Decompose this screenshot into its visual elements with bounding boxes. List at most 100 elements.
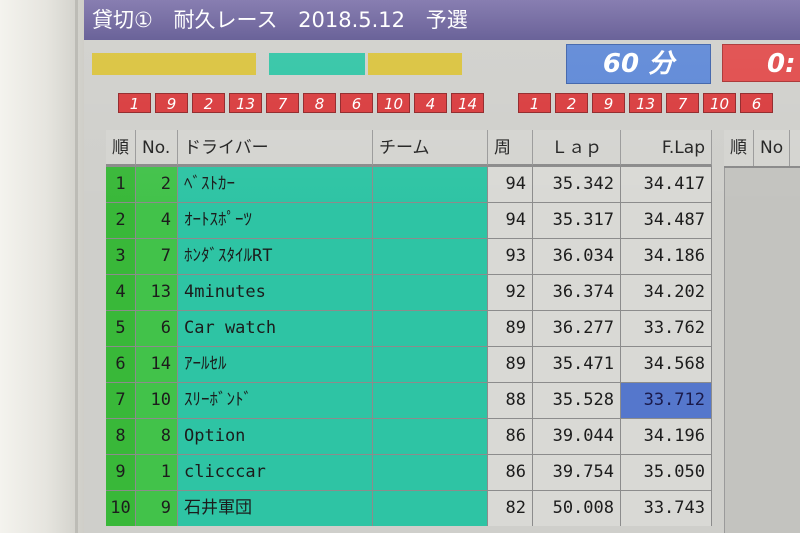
last-lap-cell: 35.471 — [533, 347, 621, 382]
timing-screen: 貸切① 耐久レース 2018.5.12 予選 60 分 0: 1 9 2 13 7 8 6 1… — [84, 0, 800, 533]
car-number-cell: 6 — [136, 311, 178, 346]
order-right-tile: 2 — [555, 93, 588, 113]
fastest-lap-cell: 34.417 — [621, 167, 712, 202]
title-date: 2018.5.12 — [298, 8, 406, 32]
last-lap-cell: 36.374 — [533, 275, 621, 310]
secondary-header-no: No — [754, 130, 791, 166]
last-lap-cell: 36.277 — [533, 311, 621, 346]
elapsed-timer: 0: — [722, 44, 800, 82]
position-cell: 3 — [106, 239, 136, 274]
order-left-tile: 7 — [266, 93, 299, 113]
header-fastest: F.Lap — [621, 130, 712, 166]
position-cell: 2 — [106, 203, 136, 238]
order-tiles-right: 1 2 9 13 7 10 6 — [518, 93, 773, 113]
position-cell: 9 — [106, 455, 136, 490]
fastest-lap-cell: 34.487 — [621, 203, 712, 238]
fastest-lap-cell: 33.743 — [621, 491, 712, 526]
driver-cell: clicccar — [178, 455, 373, 490]
table-body: 1 2 ﾍﾞｽﾄｶｰ 94 35.342 34.417 2 4 ｵｰﾄｽﾎﾟｰﾂ 94 35.317… — [106, 166, 712, 526]
last-lap-cell: 35.528 — [533, 383, 621, 418]
laps-cell: 89 — [488, 347, 533, 382]
driver-cell: Car watch — [178, 311, 373, 346]
fastest-lap-cell: 34.202 — [621, 275, 712, 310]
team-cell — [373, 275, 488, 310]
fastest-lap-cell: 35.050 — [621, 455, 712, 490]
driver-cell: Option — [178, 419, 373, 454]
laps-cell: 86 — [488, 455, 533, 490]
car-number-cell: 14 — [136, 347, 178, 382]
table-row: 7 10 ｽﾘｰﾎﾞﾝﾄﾞ 88 35.528 33.712 — [106, 382, 712, 418]
car-number-cell: 9 — [136, 491, 178, 526]
position-cell: 8 — [106, 419, 136, 454]
laps-cell: 94 — [488, 203, 533, 238]
table-row: 8 8 Option 86 39.044 34.196 — [106, 418, 712, 454]
header-pos: 順 — [106, 130, 136, 166]
table-row: 6 14 ｱｰﾙｾﾙ 89 35.471 34.568 — [106, 346, 712, 382]
laps-cell: 93 — [488, 239, 533, 274]
secondary-header: 順 No — [724, 130, 800, 168]
driver-cell: ﾎﾝﾀﾞｽﾀｲﾙRT — [178, 239, 373, 274]
header-no: No. — [136, 130, 178, 166]
car-number-cell: 10 — [136, 383, 178, 418]
header-driver: ドライバー — [178, 130, 373, 166]
car-number-cell: 7 — [136, 239, 178, 274]
driver-cell: 4minutes — [178, 275, 373, 310]
car-number-cell: 13 — [136, 275, 178, 310]
team-cell — [373, 203, 488, 238]
secondary-table: 順 No — [724, 130, 800, 533]
order-right-tile: 1 — [518, 93, 551, 113]
bezel-seam — [75, 0, 78, 533]
team-cell — [373, 347, 488, 382]
fastest-lap-cell: 34.186 — [621, 239, 712, 274]
table-row: 2 4 ｵｰﾄｽﾎﾟｰﾂ 94 35.317 34.487 — [106, 202, 712, 238]
order-left-tile: 4 — [414, 93, 447, 113]
car-number-cell: 4 — [136, 203, 178, 238]
laps-cell: 82 — [488, 491, 533, 526]
order-right-tile: 13 — [629, 93, 662, 113]
order-left-tile: 13 — [229, 93, 262, 113]
order-left-tile: 9 — [155, 93, 188, 113]
last-lap-cell: 39.044 — [533, 419, 621, 454]
car-number-cell: 1 — [136, 455, 178, 490]
position-cell: 7 — [106, 383, 136, 418]
laps-cell: 89 — [488, 311, 533, 346]
standings-table: 順 No. ドライバー チーム 周 Ｌａｐ F.Lap 1 2 ﾍﾞｽﾄｶｰ 94 35… — [106, 130, 712, 526]
fastest-lap-cell: 34.568 — [621, 347, 712, 382]
table-row: 4 13 4minutes 92 36.374 34.202 — [106, 274, 712, 310]
secondary-table-body — [724, 168, 800, 533]
position-cell: 4 — [106, 275, 136, 310]
order-left-tile: 6 — [340, 93, 373, 113]
table-row: 1 2 ﾍﾞｽﾄｶｰ 94 35.342 34.417 — [106, 166, 712, 202]
header-lap: Ｌａｐ — [533, 130, 621, 166]
laps-cell: 92 — [488, 275, 533, 310]
team-cell — [373, 311, 488, 346]
order-right-tile: 7 — [666, 93, 699, 113]
last-lap-cell: 39.754 — [533, 455, 621, 490]
title-bar: 貸切① 耐久レース 2018.5.12 予選 — [84, 0, 800, 40]
driver-cell: ﾍﾞｽﾄｶｰ — [178, 167, 373, 202]
team-cell — [373, 239, 488, 274]
laps-cell: 94 — [488, 167, 533, 202]
session-timer: 60 分 — [566, 44, 711, 84]
monitor-bezel — [0, 0, 84, 533]
table-row: 5 6 Car watch 89 36.277 33.762 — [106, 310, 712, 346]
driver-cell: 石井軍団 — [178, 491, 373, 526]
team-cell — [373, 419, 488, 454]
position-cell: 5 — [106, 311, 136, 346]
header-team: チーム — [373, 130, 488, 166]
table-header: 順 No. ドライバー チーム 周 Ｌａｐ F.Lap — [106, 130, 712, 166]
driver-cell: ｽﾘｰﾎﾞﾝﾄﾞ — [178, 383, 373, 418]
order-tiles-left: 1 9 2 13 7 8 6 10 4 14 — [118, 93, 484, 113]
laps-cell: 88 — [488, 383, 533, 418]
position-cell: 6 — [106, 347, 136, 382]
header-laps: 周 — [488, 130, 533, 166]
fastest-lap-cell: 33.712 — [621, 383, 712, 418]
status-bar-yellow-2 — [368, 53, 462, 75]
driver-cell: ｱｰﾙｾﾙ — [178, 347, 373, 382]
last-lap-cell: 35.317 — [533, 203, 621, 238]
fastest-lap-cell: 33.762 — [621, 311, 712, 346]
status-bar-yellow-1 — [92, 53, 256, 75]
order-right-tile: 6 — [740, 93, 773, 113]
order-left-tile: 10 — [377, 93, 410, 113]
laps-cell: 86 — [488, 419, 533, 454]
